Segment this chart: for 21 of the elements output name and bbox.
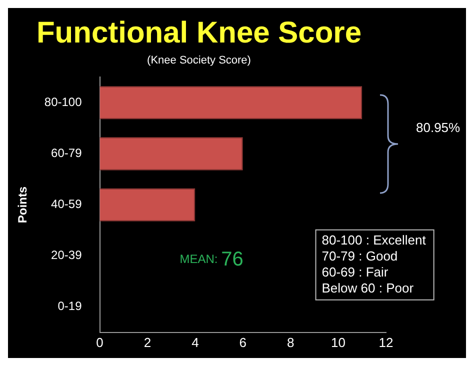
chart-title: Functional Knee Score: [36, 16, 362, 50]
y-tick-label: 80-100: [44, 95, 82, 110]
annotation: 80-100 : Excellent: [322, 232, 426, 248]
annotation: MEAN: 76: [180, 248, 244, 270]
y-tick-label: 60-79: [51, 146, 82, 160]
x-tick-label: 2: [144, 334, 152, 350]
x-tick-label: 10: [331, 334, 346, 350]
x-tick-label: 4: [192, 334, 199, 350]
x-tick-label: 8: [286, 334, 294, 350]
x-tick-label: 6: [239, 334, 246, 350]
annotation: 70-79 : Good: [322, 248, 398, 264]
y-tick-label: 0-19: [58, 299, 82, 314]
x-tick-label: 12: [378, 334, 394, 350]
annotation: 60-69 : Fair: [322, 264, 389, 280]
y-tick-label: 20-39: [51, 248, 82, 262]
y-axis-title: Points: [16, 186, 30, 224]
text: 80.95%: [416, 120, 461, 135]
chart-subtitle: (Knee Society Score): [147, 54, 251, 67]
y-tick-label: 40-59: [51, 197, 82, 212]
x-tick-label: 0: [96, 334, 104, 350]
annotation: Below 60 : Poor: [322, 280, 414, 296]
